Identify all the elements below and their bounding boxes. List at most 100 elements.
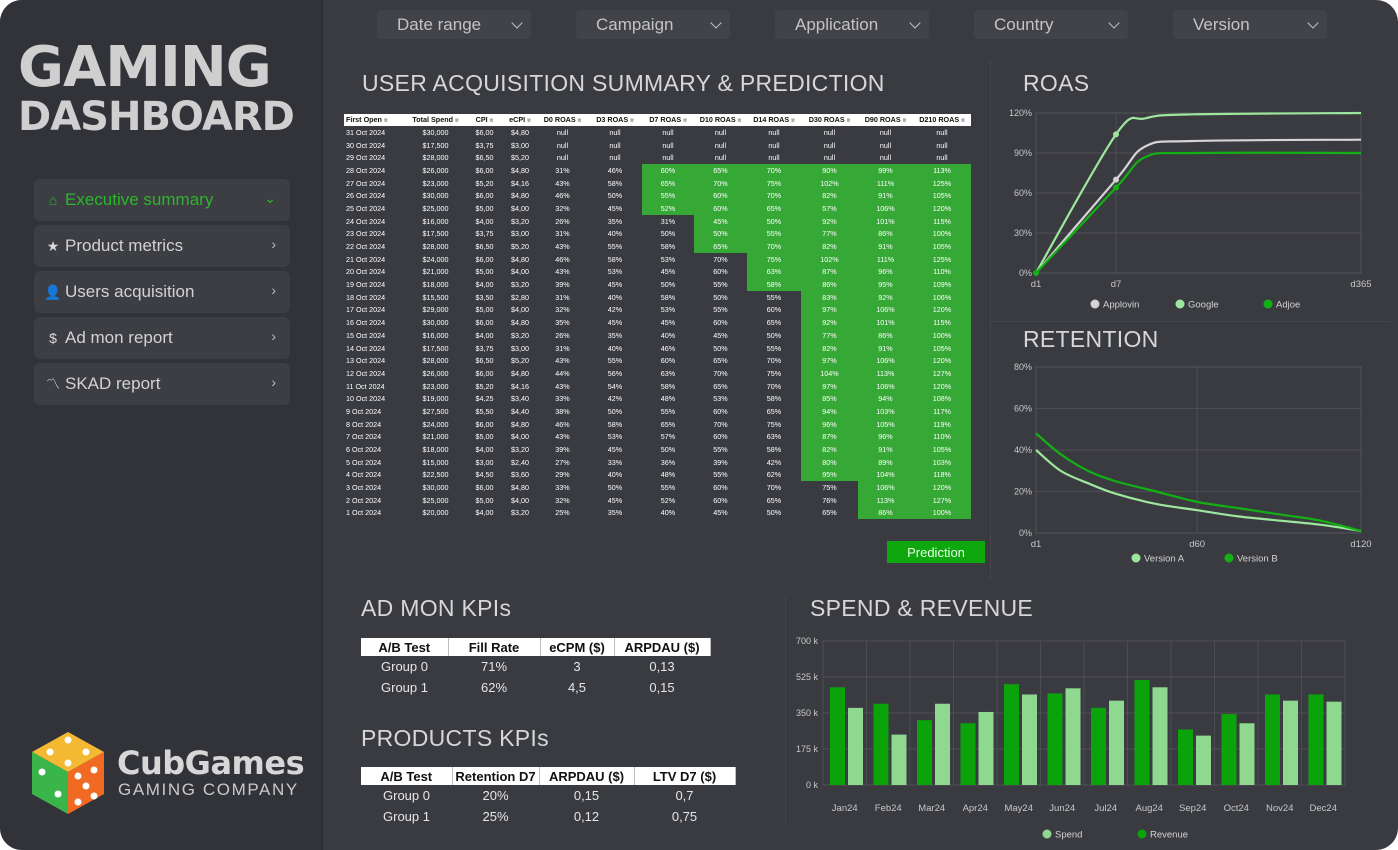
- table-cell: 58%: [660, 242, 676, 252]
- table-row: 24 Oct 2024 $16,000 $4,00 $3,20 26% 35% 31% 45%…: [344, 214, 971, 228]
- table-cell: 70%: [747, 164, 801, 177]
- table-cell: 75%: [822, 483, 837, 493]
- column-header[interactable]: D0 ROAS ⩸: [537, 114, 588, 126]
- bar-spend: [1283, 700, 1298, 785]
- table-cell: $28,000: [422, 242, 449, 252]
- table-cell: 0,15: [573, 788, 600, 803]
- table-cell: 60%: [694, 189, 747, 203]
- bar-revenue: [1265, 694, 1280, 785]
- x-tick-label: d120: [1350, 539, 1371, 550]
- table-cell: $5,20: [511, 356, 529, 366]
- filter-version-dropdown[interactable]: Version: [1173, 10, 1327, 39]
- table-row: 9 Oct 2024 $27,500 $5,50 $4,40 38% 50% 55% 60% 6…: [344, 405, 971, 418]
- column-header[interactable]: D7 ROAS ⩸: [642, 114, 694, 126]
- column-header[interactable]: D90 ROAS ⩸: [858, 114, 913, 126]
- table-cell: $3,20: [511, 280, 529, 290]
- prediction-button[interactable]: Prediction: [887, 541, 985, 563]
- filter-icon: ⩸: [454, 118, 459, 124]
- sidebar-item-skad-report[interactable]: 〽 SKAD report ›: [34, 363, 290, 405]
- table-row: 26 Oct 2024 $30,000 $6,00 $4,80 46% 50% 55% 60%…: [344, 189, 971, 203]
- sidebar-item-label: Ad mon report: [65, 328, 173, 347]
- table-cell: 12 Oct 2024: [346, 368, 386, 378]
- y-tick-label: 60%: [1014, 188, 1032, 198]
- sidebar: GAMING DASHBOARD ⌂ Executive summary ⌄ ★ Pro…: [0, 0, 323, 850]
- column-header[interactable]: First Open ⩸: [344, 114, 405, 126]
- table-cell: 46%: [660, 343, 676, 353]
- column-header[interactable]: Total Spend ⩸: [405, 114, 466, 126]
- table-cell: 106%: [913, 290, 971, 304]
- column-header[interactable]: D10 ROAS ⩸: [694, 114, 747, 126]
- trend-icon: 〽: [46, 376, 60, 392]
- table-cell: 97%: [801, 303, 858, 317]
- table-cell: 53%: [607, 267, 623, 277]
- table-cell: 65%: [822, 508, 837, 518]
- column-header[interactable]: D14 ROAS ⩸: [747, 114, 801, 126]
- sidebar-item-product-metrics[interactable]: ★ Product metrics ›: [34, 225, 290, 267]
- legend-marker: [1224, 553, 1234, 563]
- filter-country-dropdown[interactable]: Country: [974, 10, 1128, 39]
- table-row: 15 Oct 2024 $16,000 $4,00 $3,20 26% 35% 40% 45%…: [344, 329, 971, 342]
- filter-date-range-dropdown[interactable]: Date range: [377, 10, 531, 39]
- bar-spend: [978, 711, 994, 785]
- dropdown-label: Country: [994, 14, 1054, 34]
- x-tick-label: Jun24: [1049, 803, 1075, 814]
- x-tick-label: d1: [1031, 539, 1042, 550]
- table-cell: 63%: [747, 265, 801, 279]
- column-header[interactable]: D3 ROAS ⩸: [588, 114, 642, 126]
- table-cell: $6,50: [475, 356, 494, 366]
- admon-kpi-table: A/B Test Fill Rate eCPM ($) ARPDAU ($) Grou…: [361, 638, 711, 698]
- bar-revenue: [1308, 694, 1324, 785]
- table-cell: $5,20: [511, 153, 529, 163]
- table-cell: 65%: [713, 381, 728, 391]
- bar-revenue: [917, 720, 932, 785]
- table-cell: 45%: [607, 203, 623, 213]
- table-cell: 115%: [913, 214, 971, 228]
- column-header[interactable]: CPI ⩸: [466, 114, 503, 126]
- retention-chart: 0% 20% 40% 60% 80% d1 d60 d120 Version A Version …: [1014, 362, 1372, 565]
- table-cell: 106%: [858, 202, 913, 215]
- table-cell: 91%: [858, 240, 913, 253]
- table-cell: Group 1: [383, 809, 430, 824]
- table-cell: 104%: [858, 468, 913, 482]
- table-cell: 106%: [858, 379, 913, 393]
- table-cell: 94%: [801, 405, 858, 418]
- sidebar-item-users-acquisition[interactable]: 👤 Users acquisition ›: [34, 271, 290, 313]
- filter-campaign-dropdown[interactable]: Campaign: [576, 10, 730, 39]
- table-cell: 53%: [607, 432, 623, 442]
- bar-spend: [1022, 694, 1037, 785]
- column-header[interactable]: eCPI ⩸: [503, 114, 537, 126]
- filter-icon: ⩸: [489, 118, 494, 124]
- table-cell: 113%: [858, 367, 913, 380]
- filter-application-dropdown[interactable]: Application: [775, 10, 929, 39]
- column-header-label: D0 ROAS: [543, 115, 576, 124]
- data-point: [1033, 270, 1039, 276]
- table-cell: 43%: [555, 267, 570, 277]
- table-cell: 39%: [555, 280, 570, 290]
- column-header[interactable]: D30 ROAS ⩸: [801, 114, 858, 126]
- dice-logo-icon: [32, 732, 104, 814]
- table-cell: 53%: [660, 305, 676, 315]
- table-cell: 46%: [555, 254, 570, 264]
- star-icon: ★: [46, 237, 60, 254]
- sidebar-item-executive-summary[interactable]: ⌂ Executive summary ⌄: [34, 179, 290, 221]
- table-cell: 110%: [913, 265, 971, 279]
- table-cell: 31%: [555, 165, 570, 175]
- retention-section-title: RETENTION: [1023, 326, 1159, 352]
- sidebar-item-ad-mon-report[interactable]: $ Ad mon report ›: [34, 317, 290, 359]
- y-tick-label: 700 k: [796, 636, 819, 646]
- table-cell: 53%: [660, 254, 676, 264]
- table-cell: 60%: [660, 356, 676, 366]
- table-cell: 70%: [766, 356, 782, 366]
- table-cell: 117%: [913, 405, 971, 418]
- table-cell: 43%: [555, 381, 570, 391]
- table-cell: null: [714, 153, 727, 163]
- table-cell: 45%: [660, 318, 676, 328]
- table-cell: $23,000: [422, 381, 449, 391]
- bar-spend: [1196, 735, 1211, 785]
- legend-marker: [1175, 299, 1185, 309]
- table-cell: 104%: [801, 367, 858, 380]
- bar-spend: [1152, 687, 1168, 785]
- table-cell: $4,80: [511, 127, 529, 137]
- table-cell: 0,7: [675, 788, 694, 803]
- column-header[interactable]: D210 ROAS ⩸: [913, 114, 971, 126]
